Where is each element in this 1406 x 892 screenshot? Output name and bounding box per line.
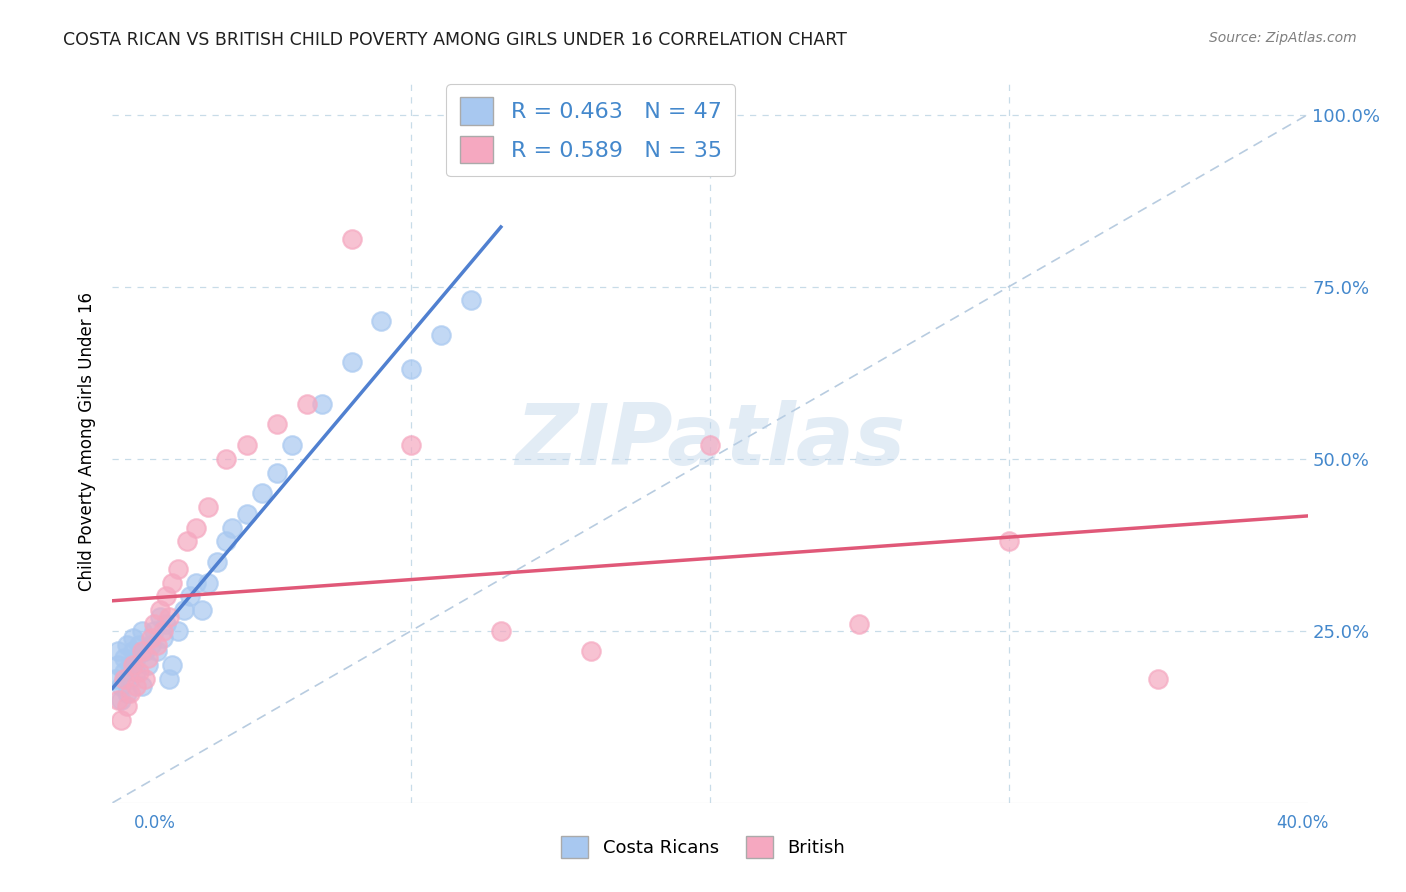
Point bbox=[1147, 672, 1170, 686]
Point bbox=[104, 672, 127, 686]
Point bbox=[579, 644, 602, 658]
Point bbox=[128, 638, 150, 652]
Point bbox=[205, 555, 228, 569]
Text: 40.0%: 40.0% bbox=[1277, 814, 1329, 831]
Point bbox=[152, 624, 174, 638]
Point bbox=[215, 534, 238, 549]
Point bbox=[489, 624, 512, 638]
Point bbox=[146, 638, 169, 652]
Point bbox=[128, 665, 150, 679]
Point bbox=[197, 575, 219, 590]
Point bbox=[107, 644, 129, 658]
Point bbox=[152, 631, 174, 645]
Point bbox=[266, 466, 288, 480]
Point bbox=[107, 658, 129, 673]
Point bbox=[401, 438, 423, 452]
Point bbox=[131, 679, 153, 693]
Point bbox=[162, 575, 183, 590]
Legend: Costa Ricans, British: Costa Ricans, British bbox=[554, 829, 852, 865]
Point bbox=[401, 362, 423, 376]
Point bbox=[138, 658, 160, 673]
Legend: R = 0.463   N = 47, R = 0.589   N = 35: R = 0.463 N = 47, R = 0.589 N = 35 bbox=[446, 84, 735, 176]
Point bbox=[149, 610, 172, 624]
Point bbox=[176, 534, 198, 549]
Point bbox=[157, 672, 180, 686]
Point bbox=[149, 603, 172, 617]
Point bbox=[117, 638, 139, 652]
Point bbox=[134, 672, 156, 686]
Point bbox=[186, 575, 208, 590]
Point bbox=[370, 314, 392, 328]
Point bbox=[143, 624, 166, 638]
Point bbox=[155, 616, 177, 631]
Point bbox=[162, 658, 183, 673]
Point bbox=[311, 397, 333, 411]
Point bbox=[266, 417, 288, 432]
Point bbox=[125, 651, 148, 665]
Point bbox=[186, 520, 208, 534]
Point bbox=[340, 231, 363, 245]
Point bbox=[134, 644, 156, 658]
Point bbox=[998, 534, 1021, 549]
Point bbox=[146, 644, 169, 658]
Point bbox=[131, 644, 153, 658]
Point bbox=[114, 651, 135, 665]
Text: Source: ZipAtlas.com: Source: ZipAtlas.com bbox=[1209, 31, 1357, 45]
Point bbox=[460, 293, 482, 308]
Point bbox=[221, 520, 243, 534]
Point bbox=[131, 624, 153, 638]
Point bbox=[143, 616, 166, 631]
Point bbox=[107, 692, 129, 706]
Point bbox=[250, 486, 273, 500]
Point bbox=[236, 438, 259, 452]
Point bbox=[173, 603, 195, 617]
Point bbox=[699, 438, 721, 452]
Point bbox=[430, 327, 453, 342]
Point bbox=[125, 665, 148, 679]
Point bbox=[236, 507, 259, 521]
Point bbox=[295, 397, 318, 411]
Point bbox=[117, 699, 139, 714]
Point bbox=[117, 686, 139, 700]
Point bbox=[141, 638, 163, 652]
Point bbox=[114, 665, 135, 679]
Point bbox=[120, 658, 142, 673]
Point bbox=[122, 658, 145, 673]
Point bbox=[155, 590, 177, 604]
Point bbox=[167, 624, 190, 638]
Point bbox=[215, 451, 238, 466]
Point bbox=[114, 672, 135, 686]
Point bbox=[179, 590, 201, 604]
Point bbox=[138, 651, 160, 665]
Text: ZIPatlas: ZIPatlas bbox=[515, 400, 905, 483]
Text: 0.0%: 0.0% bbox=[134, 814, 176, 831]
Point bbox=[110, 679, 132, 693]
Point bbox=[281, 438, 304, 452]
Point bbox=[120, 686, 142, 700]
Point bbox=[110, 692, 132, 706]
Point bbox=[120, 672, 142, 686]
Point bbox=[167, 562, 190, 576]
Point bbox=[125, 679, 148, 693]
Point bbox=[122, 631, 145, 645]
Point bbox=[191, 603, 214, 617]
Point bbox=[340, 355, 363, 369]
Point bbox=[157, 610, 180, 624]
Point bbox=[110, 713, 132, 727]
Point bbox=[122, 644, 145, 658]
Point bbox=[141, 631, 163, 645]
Point bbox=[848, 616, 870, 631]
Text: COSTA RICAN VS BRITISH CHILD POVERTY AMONG GIRLS UNDER 16 CORRELATION CHART: COSTA RICAN VS BRITISH CHILD POVERTY AMO… bbox=[63, 31, 848, 49]
Point bbox=[197, 500, 219, 514]
Y-axis label: Child Poverty Among Girls Under 16: Child Poverty Among Girls Under 16 bbox=[77, 292, 96, 591]
